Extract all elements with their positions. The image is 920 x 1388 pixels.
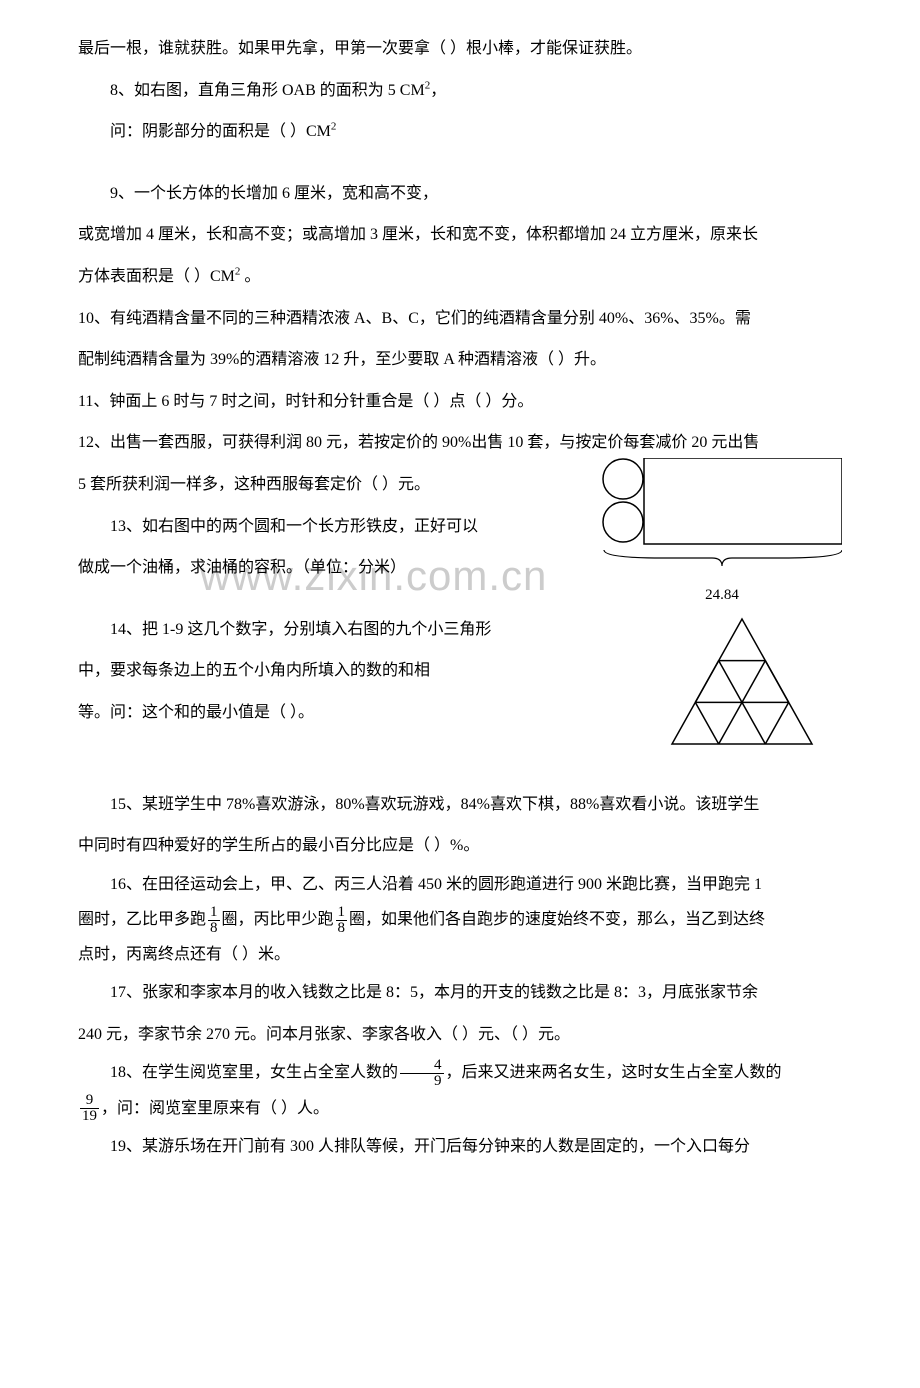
- frac-1-8-a: 18: [208, 905, 220, 936]
- q8-text-a: 8、如右图，直角三角形 OAB 的面积为 5 CM: [110, 82, 425, 99]
- q7-cont: 最后一根，谁就获胜。如果甲先拿，甲第一次要拿（ ）根小棒，才能保证获胜。: [78, 28, 842, 70]
- q18-line1: 18、在学生阅览室里，女生占全室人数的49，后来又进来两名女生，这时女生占全室人…: [78, 1055, 842, 1090]
- q18-text-c: ，问：阅览室里原来有（ ）人。: [101, 1100, 329, 1117]
- q16-text-c: 圈，丙比甲少跑: [222, 911, 334, 928]
- sup-2b: 2: [331, 121, 337, 133]
- q9-line3: 方体表面积是（ ）CM2 。: [78, 256, 842, 298]
- q9-text-a: 方体表面积是（ ）CM: [78, 268, 235, 285]
- q14-line1: 14、把 1-9 这几个数字，分别填入右图的九个小三角形: [78, 609, 558, 651]
- page-content: 最后一根，谁就获胜。如果甲先拿，甲第一次要拿（ ）根小棒，才能保证获胜。 8、如…: [78, 28, 842, 1167]
- q16-line2: 圈时，乙比甲多跑18圈，丙比甲少跑18圈，如果他们各自跑步的速度始终不变，那么，…: [78, 902, 842, 937]
- q12-line2: 5 套所获利润一样多，这种西服每套定价（ ）元。: [78, 464, 842, 506]
- q16-line3: 点时，丙离终点还有（ ）米。: [78, 937, 842, 972]
- q14-line3: 等。问：这个和的最小值是（ ）。: [78, 692, 558, 734]
- q13-line1: 13、如右图中的两个圆和一个长方形铁皮，正好可以: [78, 506, 558, 548]
- spacer-1: [78, 153, 842, 173]
- q10-line2: 配制纯酒精含量为 39%的酒精溶液 12 升，至少要取 A 种酒精溶液（ ）升。: [78, 339, 842, 381]
- q15-line2: 中同时有四种爱好的学生所占的最小百分比应是（ ）%。: [78, 825, 842, 867]
- q8-line2: 问：阴影部分的面积是（ ）CM2: [78, 111, 842, 153]
- q17-line2: 240 元，李家节余 270 元。问本月张家、李家各收入（ ）元、（ ）元。: [78, 1014, 842, 1056]
- q13-line2: 做成一个油桶，求油桶的容积。（单位：分米）: [78, 547, 558, 589]
- q18-text-b: ，后来又进来两名女生，这时女生占全室人数的: [446, 1064, 782, 1081]
- q8-line1: 8、如右图，直角三角形 OAB 的面积为 5 CM2，: [78, 70, 842, 112]
- frac-9-19: 919: [80, 1093, 99, 1124]
- q19-line1: 19、某游乐场在开门前有 300 人排队等候，开门后每分钟来的人数是固定的，一个…: [78, 1126, 842, 1168]
- q18-line2: 919，问：阅览室里原来有（ ）人。: [78, 1091, 842, 1126]
- q16-text-d: 圈，如果他们各自跑步的速度始终不变，那么，当乙到达终: [349, 911, 765, 928]
- q12-line1: 12、出售一套西服，可获得利润 80 元，若按定价的 90%出售 10 套，与按…: [78, 422, 842, 464]
- q14-line2: 中，要求每条边上的五个小角内所填入的数的和相: [78, 650, 558, 692]
- q10-line1: 10、有纯酒精含量不同的三种酒精浓液 A、B、C，它们的纯酒精含量分别 40%、…: [78, 298, 842, 340]
- q16-line1: 16、在田径运动会上，甲、乙、丙三人沿着 450 米的圆形跑道进行 900 米跑…: [78, 867, 842, 902]
- q15-line1: 15、某班学生中 78%喜欢游泳，80%喜欢玩游戏，84%喜欢下棋，88%喜欢看…: [78, 784, 842, 826]
- q9-line1: 9、一个长方体的长增加 6 厘米，宽和高不变，: [78, 173, 842, 215]
- frac-1-8-b: 18: [336, 905, 348, 936]
- q9-line2: 或宽增加 4 厘米，长和高不变；或高增加 3 厘米，长和宽不变，体积都增加 24…: [78, 214, 842, 256]
- q16-text-b: 圈时，乙比甲多跑: [78, 911, 206, 928]
- q17-line1: 17、张家和李家本月的收入钱数之比是 8：5，本月的开支的钱数之比是 8：3，月…: [78, 972, 842, 1014]
- q18-text-a: 18、在学生阅览室里，女生占全室人数的: [110, 1064, 398, 1081]
- q11-line: 11、钟面上 6 时与 7 时之间，时针和分针重合是（ ）点（ ）分。: [78, 381, 842, 423]
- q9-text-b: 。: [240, 268, 260, 285]
- q8-text-c: 问：阴影部分的面积是（ ）CM: [110, 123, 331, 140]
- spacer-3: [78, 734, 842, 784]
- q8-text-b: ，: [430, 82, 446, 99]
- spacer-2: [78, 589, 842, 609]
- frac-4-9: 49: [400, 1058, 444, 1089]
